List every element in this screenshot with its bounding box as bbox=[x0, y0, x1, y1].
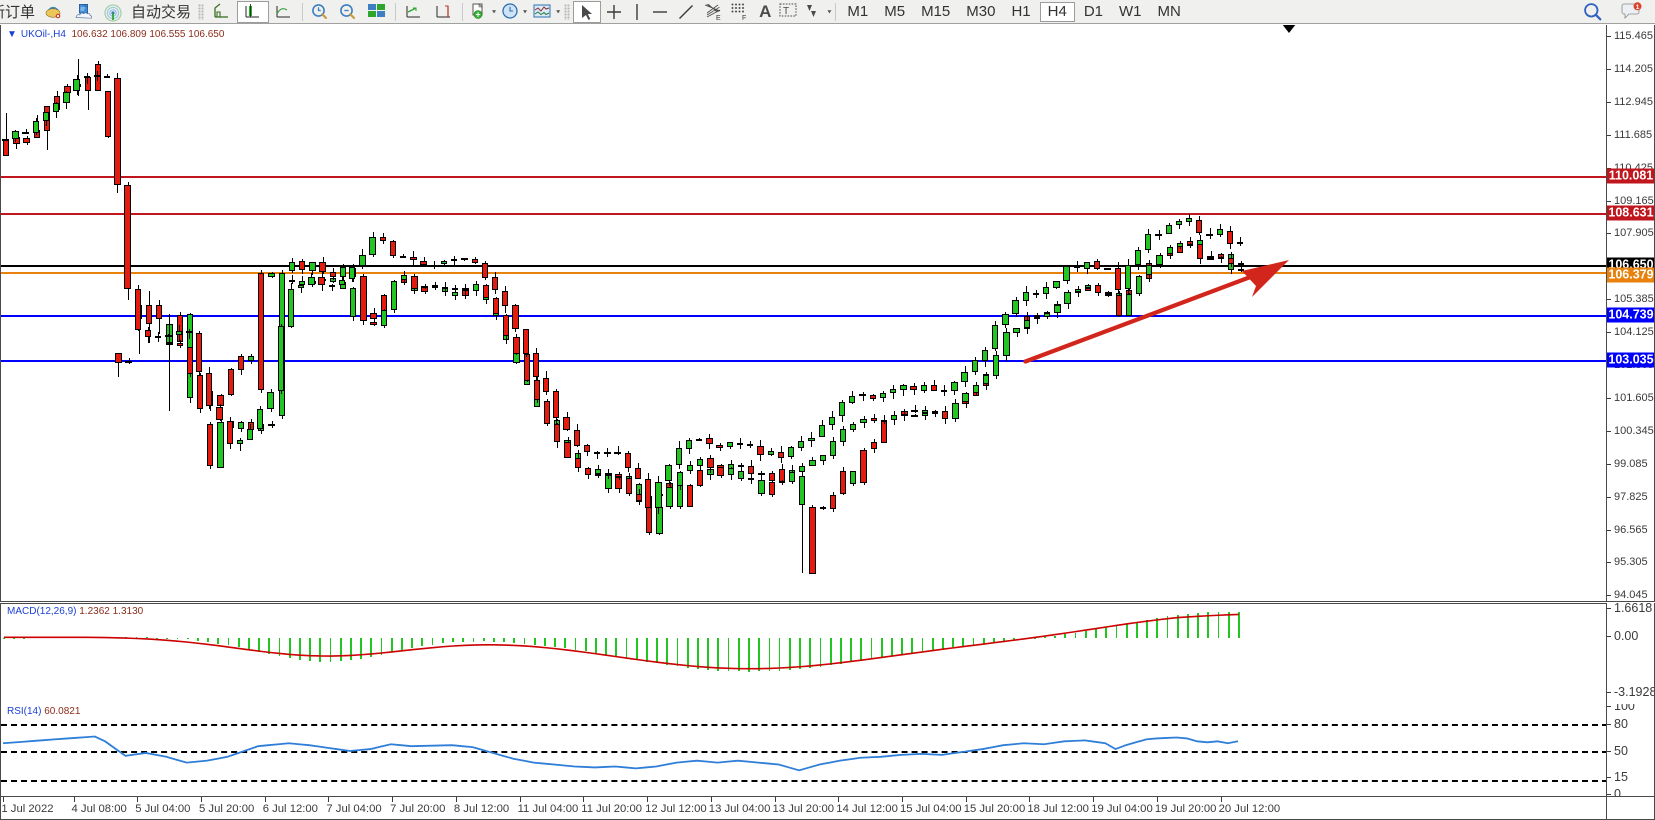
svg-text:F: F bbox=[742, 15, 746, 21]
svg-text:1: 1 bbox=[1636, 4, 1640, 11]
svg-text:E: E bbox=[716, 15, 721, 21]
svg-text:T: T bbox=[783, 6, 789, 17]
